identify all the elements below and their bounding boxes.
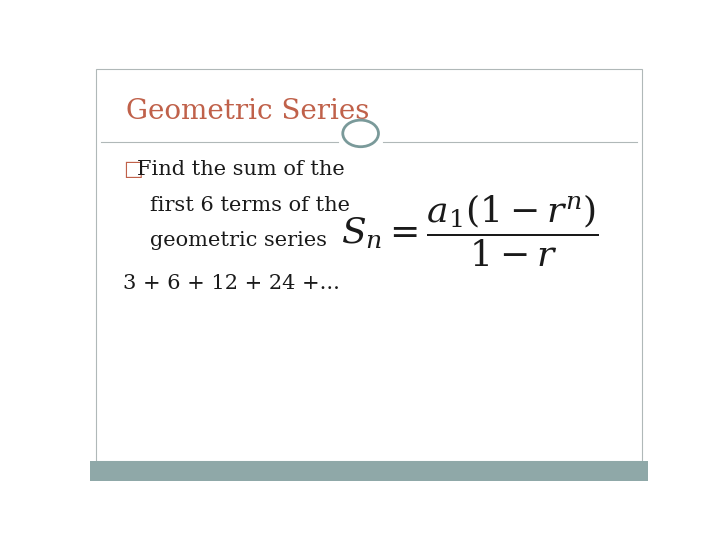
FancyBboxPatch shape — [90, 461, 648, 481]
Text: first 6 terms of the: first 6 terms of the — [150, 196, 350, 215]
Text: $S_n = \dfrac{a_1\left(1 - r^n\right)}{1 - r}$: $S_n = \dfrac{a_1\left(1 - r^n\right)}{1… — [341, 193, 598, 269]
Text: Find the sum of the: Find the sum of the — [138, 160, 345, 179]
Text: □: □ — [124, 160, 143, 179]
Text: 3 + 6 + 12 + 24 +...: 3 + 6 + 12 + 24 +... — [124, 274, 341, 293]
Text: Geometric Series: Geometric Series — [126, 98, 369, 125]
Text: geometric series: geometric series — [150, 231, 328, 250]
